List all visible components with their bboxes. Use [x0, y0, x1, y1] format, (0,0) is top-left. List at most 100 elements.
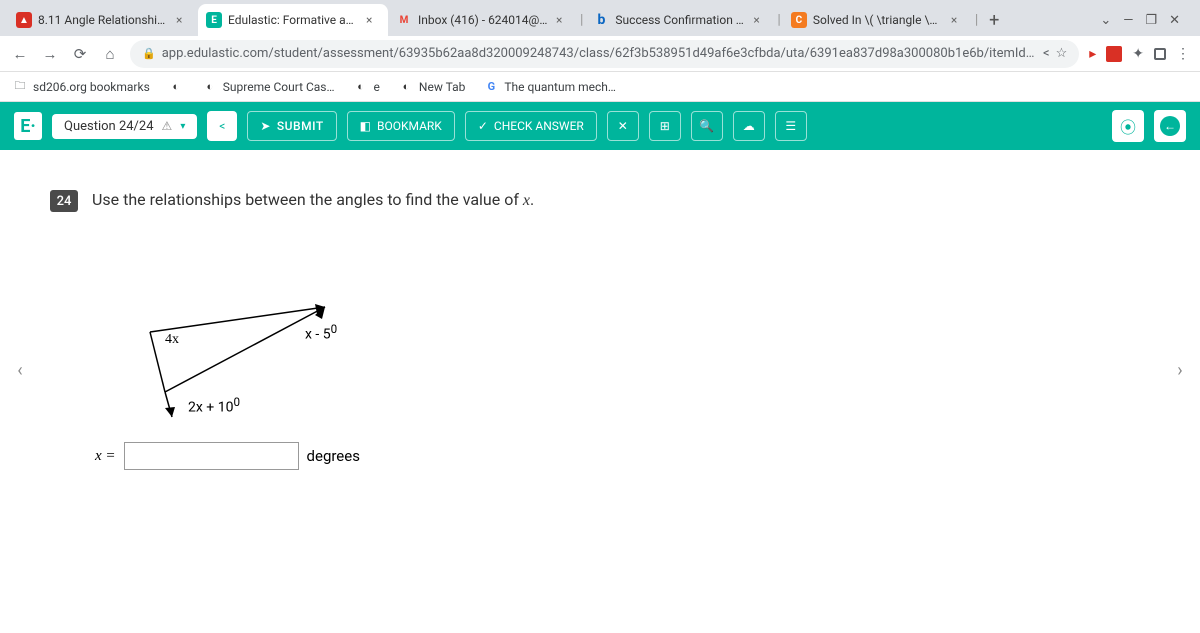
close-icon[interactable]: × — [556, 13, 570, 27]
gmail-icon: M — [396, 12, 412, 28]
tab-title: Solved In \( \triangle \mathrm — [813, 13, 945, 27]
browser-tab[interactable]: C Solved In \( \triangle \mathrm × — [783, 4, 973, 36]
share-icon[interactable]: < — [1043, 46, 1050, 61]
bookmarks-bar: 🗀 sd206.org bookmarks ◐ ◐ Supreme Court … — [0, 72, 1200, 102]
close-icon[interactable]: × — [951, 13, 965, 27]
bookmark-item[interactable]: ◐ e — [353, 79, 380, 95]
question-content: ‹ › 24 Use the relationships between the… — [0, 150, 1200, 633]
close-icon[interactable]: × — [753, 13, 767, 27]
tab-favicon: E — [206, 12, 222, 28]
bookmark-button[interactable]: ◧ BOOKMARK — [347, 111, 455, 141]
menu-icon[interactable]: ⋮ — [1176, 46, 1190, 62]
question-number: 24 — [50, 190, 78, 212]
bookmark-label: BOOKMARK — [377, 119, 442, 133]
triangle-svg — [110, 252, 410, 412]
question-counter-text: Question 24/24 — [64, 119, 154, 134]
folder-icon: 🗀 — [12, 79, 28, 95]
prev-question-button[interactable]: < — [207, 111, 237, 141]
exit-button[interactable]: ← — [1154, 110, 1186, 142]
tab-favicon: b — [593, 12, 609, 28]
star-icon[interactable]: ☆ — [1056, 46, 1068, 61]
window-controls: ⌄ — ❐ ✕ — [1100, 13, 1192, 28]
accessibility-icon: ⦿ — [1120, 114, 1136, 138]
browser-tab[interactable]: M Inbox (416) - 624014@sd206 × — [388, 4, 578, 36]
favicon: ◐ — [202, 79, 218, 95]
question-text: Use the relationships between the angles… — [92, 190, 534, 210]
tab-favicon: ▲ — [16, 12, 32, 28]
question-text-part: . — [530, 190, 534, 209]
profile-icon[interactable] — [1154, 48, 1166, 60]
chevron-down-icon: ▾ — [180, 121, 185, 132]
restore-icon[interactable]: ❐ — [1145, 13, 1157, 28]
tab-title: Success Confirmation of Ques — [615, 13, 747, 27]
minimize-icon[interactable]: — — [1123, 13, 1133, 28]
bookmark-item[interactable]: 🗀 sd206.org bookmarks — [12, 79, 150, 95]
angle-label: 4x — [165, 332, 179, 348]
browser-tab-bar: ▲ 8.11 Angle Relationships in Pa × E Edu… — [0, 0, 1200, 36]
bookmark-item[interactable]: ◐ Supreme Court Cas… — [202, 79, 335, 95]
extensions-icon[interactable]: ✦ — [1132, 46, 1144, 62]
bookmark-item[interactable]: ◐ New Tab — [398, 79, 465, 95]
accessibility-button[interactable]: ⦿ — [1112, 110, 1144, 142]
favicon: ◐ — [398, 79, 414, 95]
search-button[interactable]: 🔍 — [691, 111, 723, 141]
home-button[interactable]: ⌂ — [100, 44, 120, 64]
tab-separator: | — [973, 12, 980, 28]
question-counter[interactable]: Question 24/24 ⚠ ▾ — [52, 114, 197, 139]
check-answer-button[interactable]: ✓ CHECK ANSWER — [465, 111, 597, 141]
url-box[interactable]: 🔒 app.edulastic.com/student/assessment/6… — [130, 40, 1079, 68]
bookmark-icon: ◧ — [360, 119, 371, 133]
close-icon[interactable]: × — [366, 13, 380, 27]
prev-nav[interactable]: ‹ — [8, 350, 32, 390]
angle-label: 2x + 100 — [188, 395, 240, 417]
address-bar-actions: ▸ ✦ ⋮ — [1089, 46, 1190, 62]
cloud-button[interactable]: ☁ — [733, 111, 765, 141]
browser-tab[interactable]: ▲ 8.11 Angle Relationships in Pa × — [8, 4, 198, 36]
bookmark-item[interactable]: G The quantum mech… — [483, 79, 616, 95]
next-nav[interactable]: › — [1168, 350, 1192, 390]
geometry-figure: 4x x - 50 2x + 100 — [110, 252, 410, 412]
check-label: CHECK ANSWER — [494, 119, 584, 133]
extension-icon[interactable]: ▸ — [1089, 46, 1096, 62]
new-tab-button[interactable]: + — [980, 6, 1008, 34]
question-variable: x — [523, 192, 530, 209]
warning-icon: ⚠ — [162, 119, 173, 133]
submit-label: SUBMIT — [277, 119, 324, 133]
tab-separator: | — [775, 12, 782, 28]
bookmark-label: The quantum mech… — [504, 80, 616, 94]
close-tool-button[interactable]: ✕ — [607, 111, 639, 141]
close-icon[interactable]: × — [176, 13, 190, 27]
tab-title: Inbox (416) - 624014@sd206 — [418, 13, 550, 27]
calculator-button[interactable]: ⊞ — [649, 111, 681, 141]
answer-row: x = degrees — [95, 442, 1150, 470]
browser-tab-active[interactable]: E Edulastic: Formative and Sum × — [198, 4, 388, 36]
tab-title: 8.11 Angle Relationships in Pa — [38, 13, 170, 27]
forward-button[interactable]: → — [40, 44, 60, 64]
chevron-down-icon[interactable]: ⌄ — [1100, 13, 1111, 28]
reload-button[interactable]: ⟳ — [70, 44, 90, 64]
favicon: ◐ — [168, 79, 184, 95]
check-icon: ✓ — [478, 119, 488, 133]
send-icon: ➤ — [260, 119, 271, 133]
menu-button[interactable]: ☰ — [775, 111, 807, 141]
tab-separator: | — [578, 12, 585, 28]
tab-title: Edulastic: Formative and Sum — [228, 13, 360, 27]
bookmark-label: New Tab — [419, 80, 465, 94]
browser-tab[interactable]: b Success Confirmation of Ques × — [585, 4, 775, 36]
back-button[interactable]: ← — [10, 44, 30, 64]
address-bar: ← → ⟳ ⌂ 🔒 app.edulastic.com/student/asse… — [0, 36, 1200, 72]
question-text-part: Use the relationships between the angles… — [92, 190, 523, 209]
answer-prefix: x = — [95, 448, 116, 465]
extension-icon[interactable] — [1106, 46, 1122, 62]
answer-input[interactable] — [124, 442, 299, 470]
bookmark-label: e — [374, 80, 380, 94]
app-header: E· Question 24/24 ⚠ ▾ < ➤ SUBMIT ◧ BOOKM… — [0, 102, 1200, 150]
bookmark-item[interactable]: ◐ — [168, 79, 184, 95]
submit-button[interactable]: ➤ SUBMIT — [247, 111, 336, 141]
close-window-icon[interactable]: ✕ — [1169, 13, 1180, 28]
bookmark-label: Supreme Court Cas… — [223, 80, 335, 94]
edulastic-logo[interactable]: E· — [14, 112, 42, 140]
url-text: app.edulastic.com/student/assessment/639… — [162, 46, 1037, 61]
favicon: ◐ — [353, 79, 369, 95]
exit-icon: ← — [1160, 116, 1180, 136]
